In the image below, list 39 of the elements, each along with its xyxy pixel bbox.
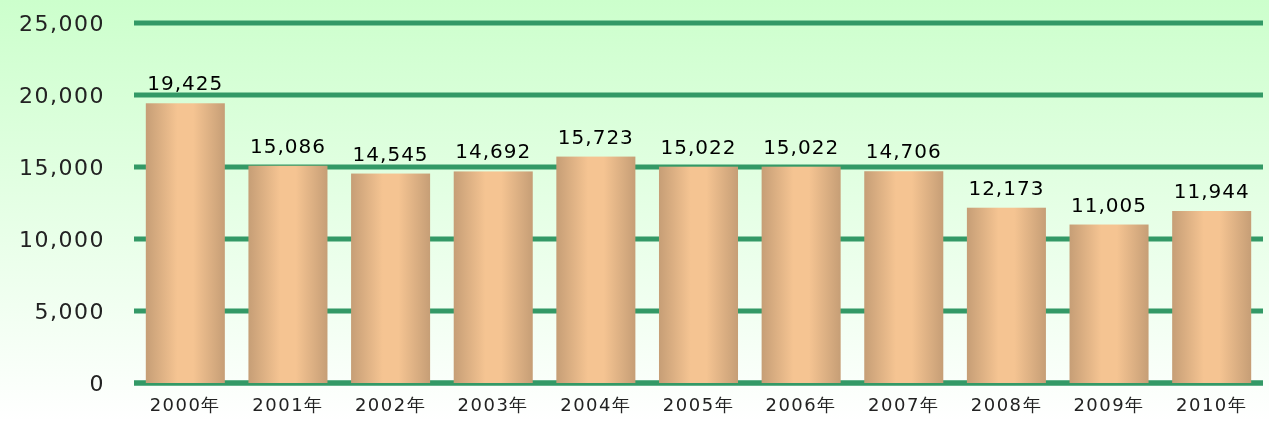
data-label: 14,545 [352,141,429,166]
bar [761,166,841,383]
x-tick-label: 2004年 [560,394,632,415]
y-tick-label: 20,000 [19,82,105,108]
data-label: 15,022 [763,134,840,159]
x-tick-label: 2009年 [1073,394,1145,415]
bar [453,171,533,383]
x-tick-label: 2005年 [662,394,735,415]
data-label: 12,173 [968,175,1045,200]
bar [248,165,328,383]
data-label: 11,005 [1071,192,1148,217]
y-tick-label: 5,000 [34,298,105,324]
y-tick-label: 0 [89,370,105,396]
bar [966,207,1046,383]
x-tick-label: 2002年 [354,394,427,415]
bar [556,156,636,383]
y-tick-label: 10,000 [19,226,105,252]
data-label: 15,022 [660,134,737,159]
x-tick-label: 2008年 [970,394,1043,415]
x-tick-label: 2007年 [868,394,940,415]
bar [145,103,225,383]
x-tick-label: 2003年 [457,394,529,415]
bar [864,171,944,383]
x-tick-label: 2000年 [149,394,221,415]
x-tick-label: 2006年 [765,394,837,415]
bar [658,166,739,383]
data-label: 19,425 [147,71,224,96]
data-label: 11,944 [1173,179,1250,204]
bar [1069,224,1149,383]
data-label: 15,086 [249,133,326,158]
y-tick-label: 25,000 [19,10,105,36]
x-tick-label: 2001年 [252,394,324,415]
data-label: 15,723 [557,124,634,149]
data-label: 14,706 [865,139,942,164]
bar [1172,211,1252,383]
y-tick-label: 15,000 [19,154,105,180]
data-label: 14,692 [455,139,532,164]
bar [351,173,431,383]
x-tick-label: 2010年 [1176,394,1248,415]
